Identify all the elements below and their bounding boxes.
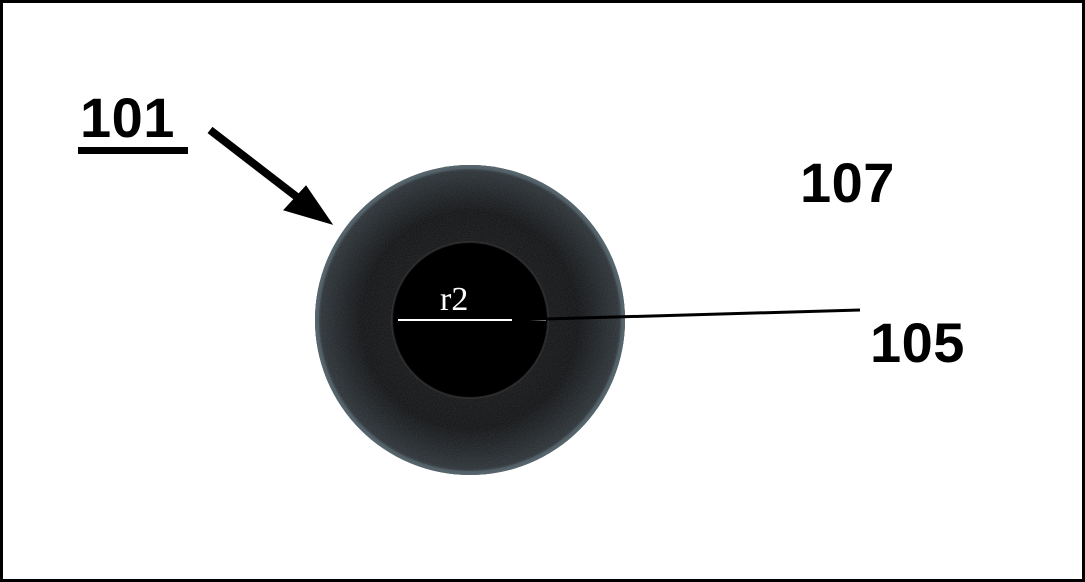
label-101-underline xyxy=(78,147,188,154)
label-101: 101 xyxy=(80,85,175,150)
figure-canvas: r2 101 107 105 xyxy=(0,0,1085,582)
label-r2: r2 xyxy=(440,281,468,318)
label-105: 105 xyxy=(870,310,965,375)
arrow-101 xyxy=(210,130,332,224)
label-107: 107 xyxy=(800,150,895,215)
